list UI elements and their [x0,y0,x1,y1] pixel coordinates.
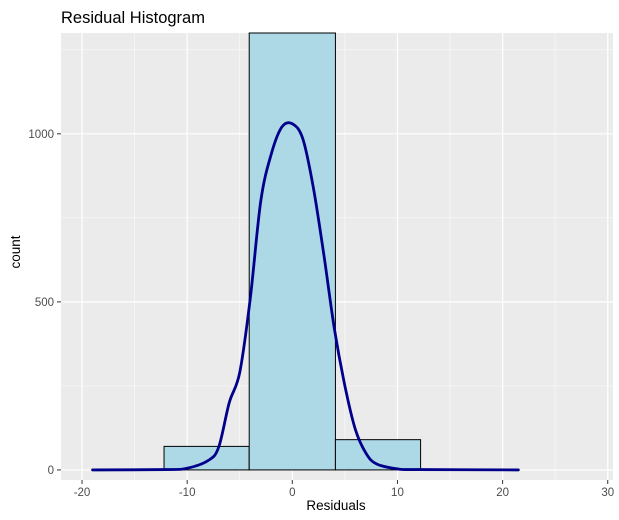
x-tick-label: 10 [391,487,404,499]
minor-grid [61,33,613,480]
plot-panel [61,33,613,480]
x-tick-label: -10 [179,487,196,499]
histogram-bar [163,445,250,471]
x-axis-title: Residuals [306,498,366,513]
y-axis-title: count [8,235,23,268]
y-tick-label: 0 [48,465,54,477]
x-tick-label: -20 [74,487,91,499]
x-axis: -20 -10 0 10 20 30 [74,480,614,499]
chart-title: Residual Histogram [61,9,205,27]
y-tick-label: 1000 [28,129,54,141]
density-curve [91,121,520,472]
histogram-bar [248,32,336,471]
y-tick-label: 500 [35,297,54,309]
y-axis: 0 500 1000 [28,129,61,477]
x-tick-label: 30 [601,487,614,499]
x-tick-label: 0 [289,487,295,499]
x-tick-label: 20 [496,487,509,499]
